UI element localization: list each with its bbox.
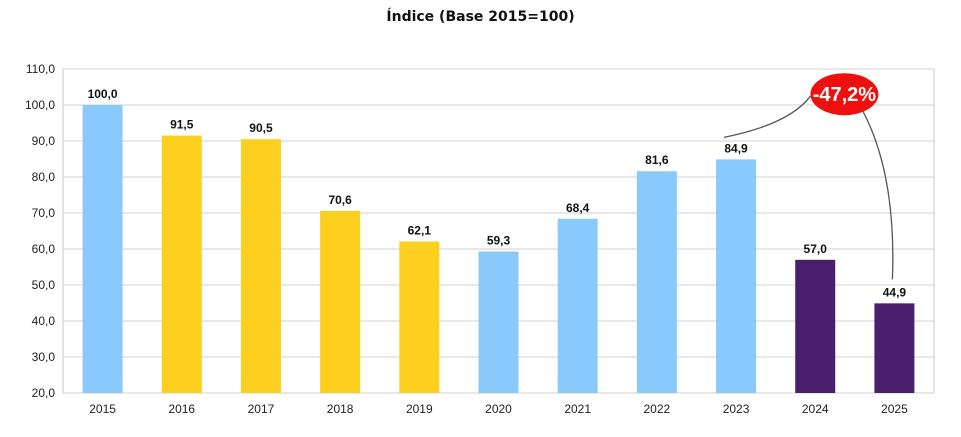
bar-2015	[82, 105, 123, 393]
change-annotation: -47,2%	[723, 73, 894, 280]
bar-2023	[716, 159, 757, 393]
bar-2025	[874, 303, 915, 393]
data-label-2018: 70,6	[328, 193, 352, 207]
data-label-2022: 81,6	[645, 153, 669, 167]
bar-2024	[795, 259, 836, 393]
data-label-2020: 59,3	[487, 234, 511, 248]
y-tick-label: 20,0	[32, 386, 56, 400]
data-label-2021: 68,4	[566, 201, 590, 215]
bar-2020	[478, 251, 519, 393]
annotation-badge	[810, 73, 879, 116]
x-tick-label: 2021	[564, 402, 591, 416]
x-tick-label: 2024	[802, 402, 829, 416]
chart-title: Índice (Base 2015=100)	[386, 9, 575, 25]
data-label-2017: 90,5	[249, 121, 273, 135]
data-label-2015: 100,0	[88, 87, 118, 101]
y-axis-ticks: 20,0 30,0 40,0 50,0 60,0 70,0 80,0 90,0 100,0 110…	[25, 62, 55, 400]
x-tick-label: 2020	[485, 402, 512, 416]
bars	[82, 105, 915, 393]
data-label-2023: 84,9	[724, 141, 748, 155]
x-tick-label: 2019	[406, 402, 433, 416]
x-axis-ticks: 2015 2016 2017 2018 2019 2020 2021 2022 2023 2024…	[89, 402, 908, 416]
annotation-line-left	[723, 95, 811, 138]
y-tick-label: 60,0	[32, 242, 56, 256]
x-tick-label: 2025	[881, 402, 908, 416]
bar-2018	[320, 210, 361, 393]
x-tick-label: 2016	[168, 402, 195, 416]
x-tick-label: 2017	[248, 402, 275, 416]
y-tick-label: 100,0	[25, 98, 55, 112]
data-label-2016: 91,5	[170, 118, 194, 132]
bar-2019	[399, 241, 440, 393]
bar-2017	[240, 139, 281, 393]
bar-2016	[161, 135, 202, 393]
y-tick-label: 40,0	[32, 314, 56, 328]
x-tick-label: 2022	[644, 402, 671, 416]
annotation-text: -47,2%	[813, 84, 877, 106]
y-tick-label: 80,0	[32, 170, 56, 184]
y-tick-label: 90,0	[32, 134, 56, 148]
x-tick-label: 2018	[327, 402, 354, 416]
y-tick-label: 70,0	[32, 206, 56, 220]
data-label-2025: 44,9	[883, 285, 907, 299]
bar-2022	[636, 171, 677, 393]
y-tick-label: 50,0	[32, 278, 56, 292]
x-tick-label: 2023	[723, 402, 750, 416]
annotation-line-right	[861, 109, 894, 280]
bar-2021	[557, 218, 598, 393]
y-tick-label: 30,0	[32, 350, 56, 364]
data-label-2024: 57,0	[804, 242, 828, 256]
data-labels: 100,0 91,5 90,5 70,6 62,1 59,3 68,4 81,6 84,9 57,…	[88, 87, 907, 299]
x-tick-label: 2015	[89, 402, 116, 416]
y-tick-label: 110,0	[26, 62, 55, 76]
data-label-2019: 62,1	[408, 223, 432, 237]
